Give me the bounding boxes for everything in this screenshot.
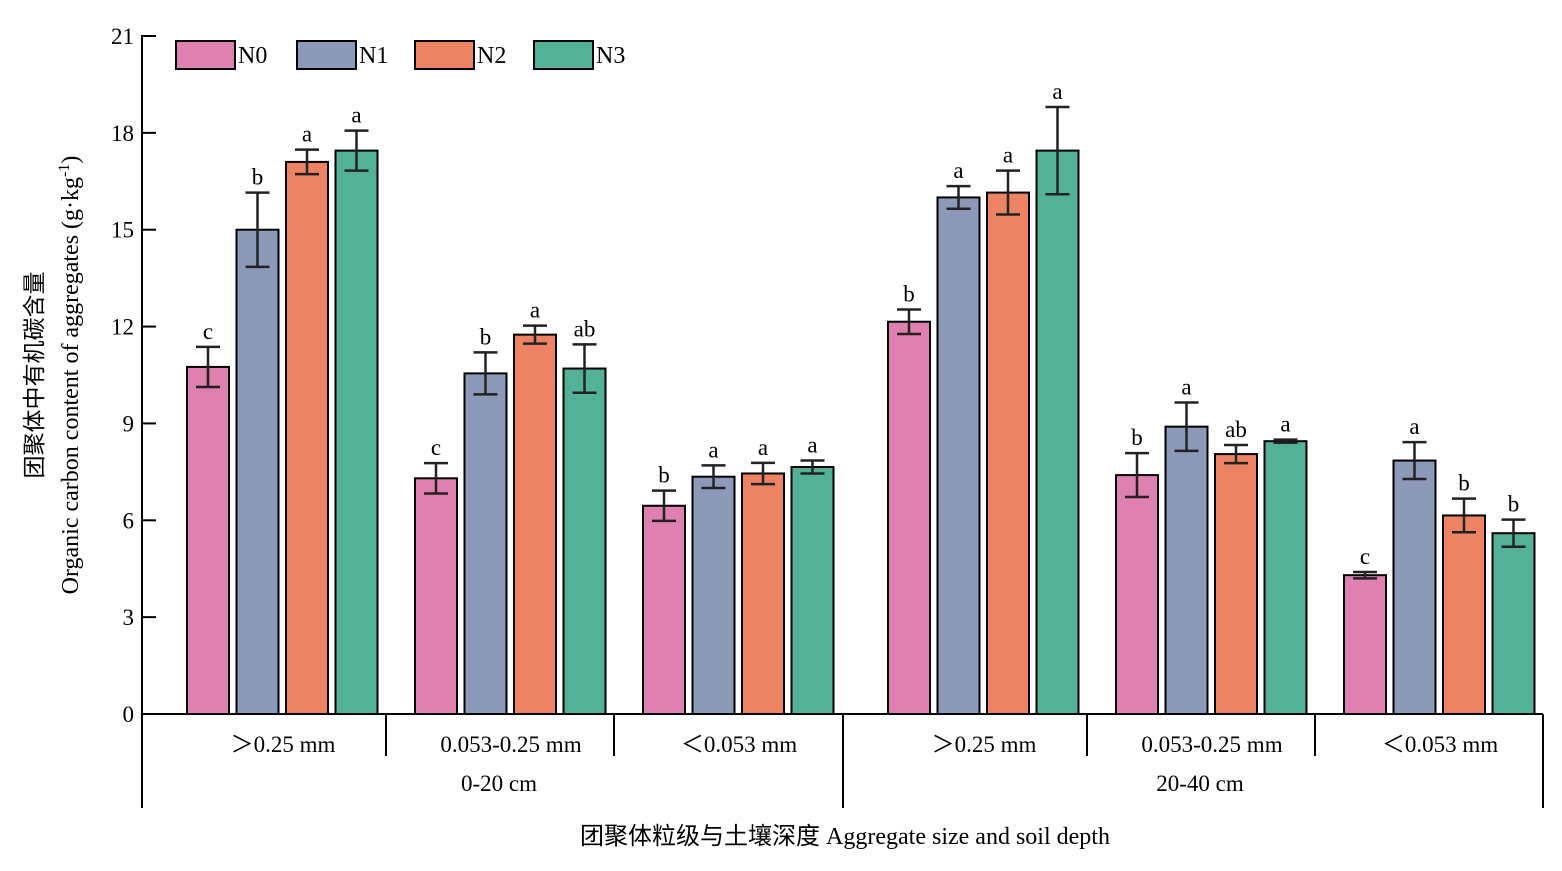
bar-N2 [1442,514,1486,716]
y-axis-title-english-main: Organic carbon content of aggregates (g·… [58,177,84,594]
significance-letter: b [903,281,915,306]
y-tick-label: 6 [123,508,135,533]
y-tick-label: 9 [123,411,135,436]
bar-N1 [936,196,981,715]
bar-N0 [186,365,230,715]
group-label: 0.053-0.25 mm [1141,732,1282,757]
bar-N3 [1035,149,1080,716]
y-tick-label: 21 [111,24,134,49]
significance-letter: a [351,103,361,128]
bar-N0 [1115,474,1159,716]
y-axis-title-english: Organic carbon content of aggregates (g·… [56,156,84,595]
x-axis-title: 团聚体粒级与土壤深度 Aggregate size and soil depth [580,823,1110,850]
bar-N3 [334,149,379,716]
significance-letter: a [708,437,718,462]
legend-label-N2: N2 [477,43,506,69]
bar-N3 [1491,532,1536,716]
significance-letter: a [302,122,312,147]
depth-label: 20-40 cm [1156,771,1244,796]
significance-letter: c [203,319,213,344]
bar-N1 [691,475,736,716]
legend-label-N1: N1 [359,43,388,69]
significance-letter: a [1280,412,1290,437]
y-axis-title-english-group: Organic carbon content of aggregates (g·… [56,156,84,595]
significance-letter: a [1181,374,1191,399]
group-label: ＜0.053 mm [681,732,797,757]
y-tick-label: 12 [111,315,134,340]
legend-swatch-N2 [414,40,475,70]
bar-N1 [1392,459,1437,715]
bar-N0 [1343,574,1387,716]
bar-N1 [463,372,508,715]
significance-letter: b [252,165,264,190]
legend-label-N3: N3 [596,43,625,69]
depth-label: 0-20 cm [461,771,537,796]
y-tick-label: 18 [111,121,134,146]
significance-letter: ab [1225,417,1247,442]
bar-N0 [642,504,686,715]
bar-N0 [887,320,931,715]
legend-swatch-N3 [533,40,594,70]
significance-letter: a [758,435,768,460]
group-label: ＜0.053 mm [1382,732,1498,757]
significance-letter: ab [574,316,596,341]
bar-N1 [1164,425,1209,715]
y-tick-label: 3 [123,605,135,630]
bar-N2 [741,472,785,715]
significance-letter: b [480,324,492,349]
significance-letter: a [1003,143,1013,168]
y-axis-title: 团聚体中有机碳含量 [22,272,47,479]
significance-letter: c [1360,544,1370,569]
group-label: ＞0.25 mm [231,732,336,757]
significance-letter: b [658,463,670,488]
group-label: 0.053-0.25 mm [440,732,581,757]
significance-letter: c [431,435,441,460]
significance-letter: a [1052,79,1062,104]
legend-swatch-N0 [175,40,236,70]
y-tick-label: 15 [111,218,134,243]
group-label: ＞0.25 mm [932,732,1037,757]
legend-swatch-N1 [296,40,357,70]
legend-label-N0: N0 [238,43,267,69]
significance-letter: b [1508,492,1520,517]
significance-letter: a [1409,414,1419,439]
y-axis-title-close: ) [58,156,84,164]
bar-N3 [790,466,835,715]
bar-N3 [1263,440,1308,715]
bar-N2 [513,333,557,715]
y-axis-title-chinese: 团聚体中有机碳含量 [22,272,47,479]
y-axis-title-superscript: -1 [56,164,73,177]
bar-N2 [1214,453,1258,715]
significance-letter: b [1131,425,1143,450]
significance-letter: a [807,433,817,458]
significance-letter: a [953,158,963,183]
bar-N1 [235,228,280,715]
significance-letter: a [530,298,540,323]
bar-N2 [986,191,1030,716]
bar-N3 [562,367,607,715]
bar-N0 [414,477,458,716]
significance-letter: b [1458,471,1470,496]
bar-N2 [285,160,329,715]
y-tick-label: 0 [123,702,135,727]
